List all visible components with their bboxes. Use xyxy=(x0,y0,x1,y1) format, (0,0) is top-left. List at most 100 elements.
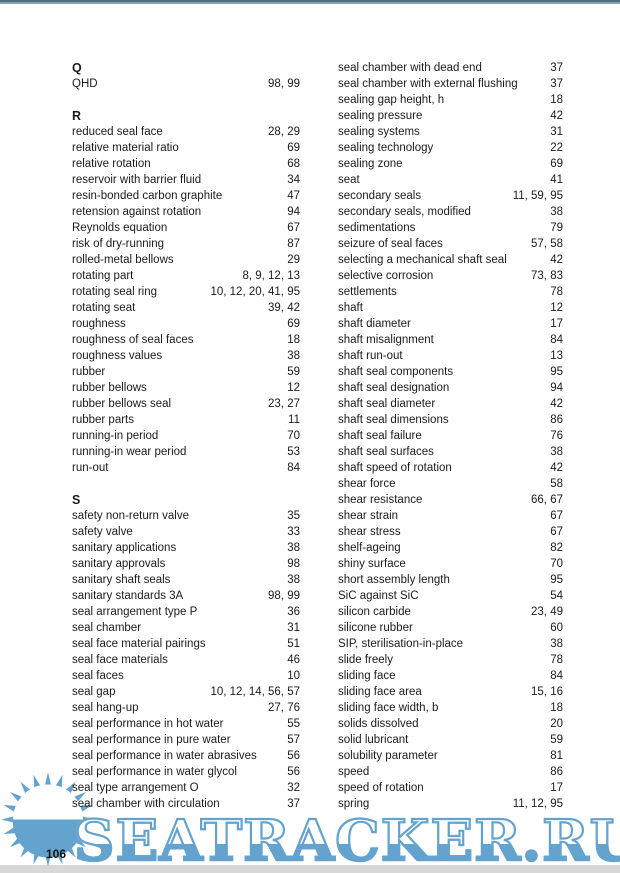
index-page-numbers: 42 xyxy=(550,462,563,474)
index-term: shaft seal designation xyxy=(338,382,450,394)
index-page-numbers: 70 xyxy=(287,430,300,442)
index-term: rubber parts xyxy=(72,414,135,426)
index-entry: sanitary approvals 98 xyxy=(72,556,300,572)
index-term: sealing pressure xyxy=(338,110,423,122)
index-entry: seal performance in hot water 55 xyxy=(72,716,300,732)
index-entry: Reynolds equation 67 xyxy=(72,220,300,236)
index-page-numbers: 67 xyxy=(550,510,563,522)
section-heading: Q xyxy=(72,61,82,75)
index-entry: shaft seal components 95 xyxy=(338,364,563,380)
index-entry: sedimentations 79 xyxy=(338,220,563,236)
index-entry: run-out 84 xyxy=(72,460,300,476)
index-page-numbers: 84 xyxy=(287,462,300,474)
index-column-right: seal chamber with dead end 37 seal chamber… xyxy=(338,60,563,812)
index-term: rotating part xyxy=(72,270,134,282)
index-page-numbers: 28, 29 xyxy=(268,126,300,138)
index-entry: sealing pressure 42 xyxy=(338,108,563,124)
index-term: seal performance in hot water xyxy=(72,718,224,730)
index-page-numbers: 95 xyxy=(550,574,563,586)
index-page-numbers: 37 xyxy=(550,78,563,90)
index-entry: relative rotation 68 xyxy=(72,156,300,172)
index-page-numbers: 68 xyxy=(287,158,300,170)
index-term: shaft xyxy=(338,302,363,314)
index-entry: shaft run-out 13 xyxy=(338,348,563,364)
index-page-numbers: 12 xyxy=(287,382,300,394)
index-term: roughness of seal faces xyxy=(72,334,194,346)
index-term: shaft seal failure xyxy=(338,430,422,442)
index-page-numbers: 17 xyxy=(550,318,563,330)
index-entry: shaft 12 xyxy=(338,300,563,316)
index-entry: SiC against SiC 54 xyxy=(338,588,563,604)
index-term: safety non-return valve xyxy=(72,510,189,522)
index-entry: reduced seal face 28, 29 xyxy=(72,124,300,140)
index-term: relative rotation xyxy=(72,158,151,170)
index-term: rolled-metal bellows xyxy=(72,254,174,266)
index-term: slide freely xyxy=(338,654,393,666)
index-term: sanitary approvals xyxy=(72,558,166,570)
index-term: sealing zone xyxy=(338,158,403,170)
index-page-numbers: 18 xyxy=(550,702,563,714)
index-entry: shelf-ageing 82 xyxy=(338,540,563,556)
index-term: shaft run-out xyxy=(338,350,403,362)
index-page-numbers: 53 xyxy=(287,446,300,458)
index-entry: rolled-metal bellows 29 xyxy=(72,252,300,268)
index-entry: seal face materials 46 xyxy=(72,652,300,668)
index-page-numbers: 51 xyxy=(287,638,300,650)
index-page-numbers: 59 xyxy=(550,734,563,746)
index-entry: shaft seal designation 94 xyxy=(338,380,563,396)
index-entry: sliding face width, b 18 xyxy=(338,700,563,716)
index-entry: rotating seat 39, 42 xyxy=(72,300,300,316)
index-entry: rotating seal ring 10, 12, 20, 41, 95 xyxy=(72,284,300,300)
index-term: risk of dry-running xyxy=(72,238,165,250)
index-term: shiny surface xyxy=(338,558,406,570)
index-page-numbers: 60 xyxy=(550,622,563,634)
index-term: rubber bellows seal xyxy=(72,398,172,410)
index-entry: roughness 69 xyxy=(72,316,300,332)
index-term: shaft seal dimensions xyxy=(338,414,449,426)
index-page-numbers: 10 xyxy=(287,670,300,682)
index-section: seal chamber with dead end 37 seal chamber… xyxy=(338,60,563,812)
index-page-numbers: 82 xyxy=(550,542,563,554)
section-heading: S xyxy=(72,493,81,507)
index-term: seal face material pairings xyxy=(72,638,206,650)
index-term: shaft misalignment xyxy=(338,334,434,346)
index-term: sliding face area xyxy=(338,686,422,698)
index-page-numbers: 78 xyxy=(550,286,563,298)
index-entry: shear force 58 xyxy=(338,476,563,492)
index-entry: relative material ratio 69 xyxy=(72,140,300,156)
index-page-numbers: 8, 9, 12, 13 xyxy=(242,270,300,282)
index-entry: QHD 98, 99 xyxy=(72,76,300,92)
index-page-numbers: 29 xyxy=(287,254,300,266)
index-entry: shaft seal surfaces 38 xyxy=(338,444,563,460)
index-entry: speed 86 xyxy=(338,764,563,780)
page-top-border xyxy=(0,0,620,4)
index-entry: rotating part 8, 9, 12, 13 xyxy=(72,268,300,284)
index-term: retension against rotation xyxy=(72,206,202,218)
index-term: short assembly length xyxy=(338,574,450,586)
index-page-numbers: 69 xyxy=(550,158,563,170)
index-entry: roughness of seal faces 18 xyxy=(72,332,300,348)
index-page-numbers: 59 xyxy=(287,366,300,378)
index-page-numbers: 12 xyxy=(550,302,563,314)
index-page-numbers: 55 xyxy=(287,718,300,730)
index-term: QHD xyxy=(72,78,98,90)
index-page-numbers: 35 xyxy=(287,510,300,522)
index-page-numbers: 17 xyxy=(550,782,563,794)
index-entry: seal arrangement type P 36 xyxy=(72,604,300,620)
index-page-numbers: 27, 76 xyxy=(268,702,300,714)
index-term: settlements xyxy=(338,286,397,298)
index-term: shear stress xyxy=(338,526,401,538)
index-entry: risk of dry-running 87 xyxy=(72,236,300,252)
index-entry: rubber 59 xyxy=(72,364,300,380)
index-page-numbers: 57 xyxy=(287,734,300,746)
index-page-numbers: 37 xyxy=(287,798,300,810)
index-page-numbers: 47 xyxy=(287,190,300,202)
index-term: resin-bonded carbon graphite xyxy=(72,190,223,202)
index-term: seal chamber with dead end xyxy=(338,62,482,74)
index-term: secondary seals xyxy=(338,190,422,202)
index-page-numbers: 84 xyxy=(550,670,563,682)
index-page-numbers: 13 xyxy=(550,350,563,362)
index-page-numbers: 11, 59, 95 xyxy=(512,190,563,202)
index-page-numbers: 11, 12, 95 xyxy=(512,798,563,810)
